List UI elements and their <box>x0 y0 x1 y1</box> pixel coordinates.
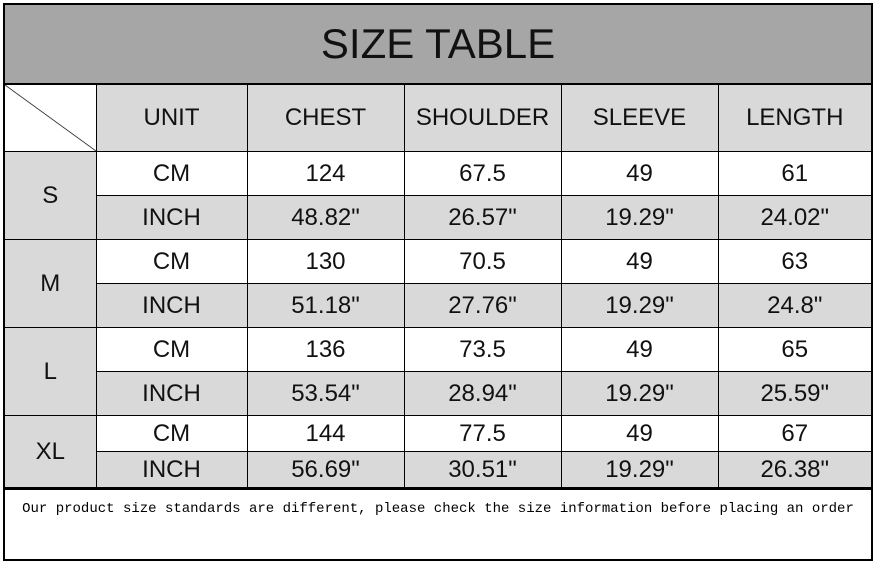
table-row: XL CM 144 77.5 49 67 <box>5 415 871 488</box>
value-cell: 77.5 <box>403 415 562 452</box>
size-table: SIZE TABLE UNIT CHEST SHOULDER SLEEVE LE… <box>3 3 873 561</box>
header-unit: UNIT <box>95 85 248 152</box>
unit-cell: INCH <box>96 451 248 488</box>
value-cell: 49 <box>560 151 719 196</box>
value-cell: 53.54" <box>246 371 405 416</box>
size-label: M <box>5 239 97 328</box>
value-cell: 63 <box>717 239 871 284</box>
value-cell: 30.51" <box>403 451 562 488</box>
table-row: L CM 136 73.5 49 65 <box>5 327 871 416</box>
unit-cell: CM <box>95 151 248 196</box>
value-cell: 144 <box>246 415 405 452</box>
value-cell: 136 <box>246 327 405 372</box>
table-row: INCH 48.82" 26.57" 19.29" 24.02" <box>5 195 871 240</box>
value-cell: 19.29" <box>560 451 719 488</box>
corner-cell <box>5 85 97 152</box>
size-note: Our product size standards are different… <box>5 488 871 559</box>
unit-cell: INCH <box>96 371 248 416</box>
value-cell: 124 <box>246 151 405 196</box>
value-cell: 27.76" <box>403 283 562 328</box>
unit-cell: INCH <box>96 195 248 240</box>
unit-cell: CM <box>95 327 248 372</box>
size-label: S <box>5 151 97 240</box>
value-cell: 19.29" <box>560 195 719 240</box>
value-cell: 70.5 <box>403 239 562 284</box>
table-row: S CM 124 67.5 49 61 <box>5 151 871 240</box>
unit-cell: CM <box>95 239 248 284</box>
value-cell: 49 <box>560 415 719 452</box>
value-cell: 65 <box>717 327 871 372</box>
value-cell: 73.5 <box>403 327 562 372</box>
table-row: INCH 51.18" 27.76" 19.29" 24.8" <box>5 283 871 328</box>
size-label: XL <box>5 415 97 488</box>
value-cell: 26.57" <box>403 195 562 240</box>
value-cell: 51.18" <box>246 283 405 328</box>
value-cell: 56.69" <box>246 451 405 488</box>
value-cell: 24.8" <box>717 283 871 328</box>
value-cell: 26.38" <box>717 451 871 488</box>
size-label: L <box>5 327 97 416</box>
value-cell: 61 <box>717 151 871 196</box>
unit-cell: INCH <box>96 283 248 328</box>
value-cell: 19.29" <box>560 283 719 328</box>
header-sleeve: SLEEVE <box>560 85 719 152</box>
value-cell: 49 <box>560 239 719 284</box>
header-length: LENGTH <box>717 85 871 152</box>
table-title: SIZE TABLE <box>5 5 871 85</box>
value-cell: 19.29" <box>560 371 719 416</box>
value-cell: 130 <box>246 239 405 284</box>
header-shoulder: SHOULDER <box>403 85 562 152</box>
table-row: INCH 53.54" 28.94" 19.29" 25.59" <box>5 371 871 416</box>
header-chest: CHEST <box>246 85 405 152</box>
value-cell: 49 <box>560 327 719 372</box>
value-cell: 67 <box>717 415 871 452</box>
size-grid: UNIT CHEST SHOULDER SLEEVE LENGTH S CM 124… <box>5 85 871 488</box>
unit-cell: CM <box>95 415 248 452</box>
value-cell: 67.5 <box>403 151 562 196</box>
value-cell: 48.82" <box>246 195 405 240</box>
table-row: M CM 130 70.5 49 63 <box>5 239 871 328</box>
value-cell: 25.59" <box>717 371 871 416</box>
value-cell: 28.94" <box>403 371 562 416</box>
header-row: UNIT CHEST SHOULDER SLEEVE LENGTH <box>5 85 871 152</box>
table-row: INCH 56.69" 30.51" 19.29" 26.38" <box>5 451 871 488</box>
value-cell: 24.02" <box>717 195 871 240</box>
